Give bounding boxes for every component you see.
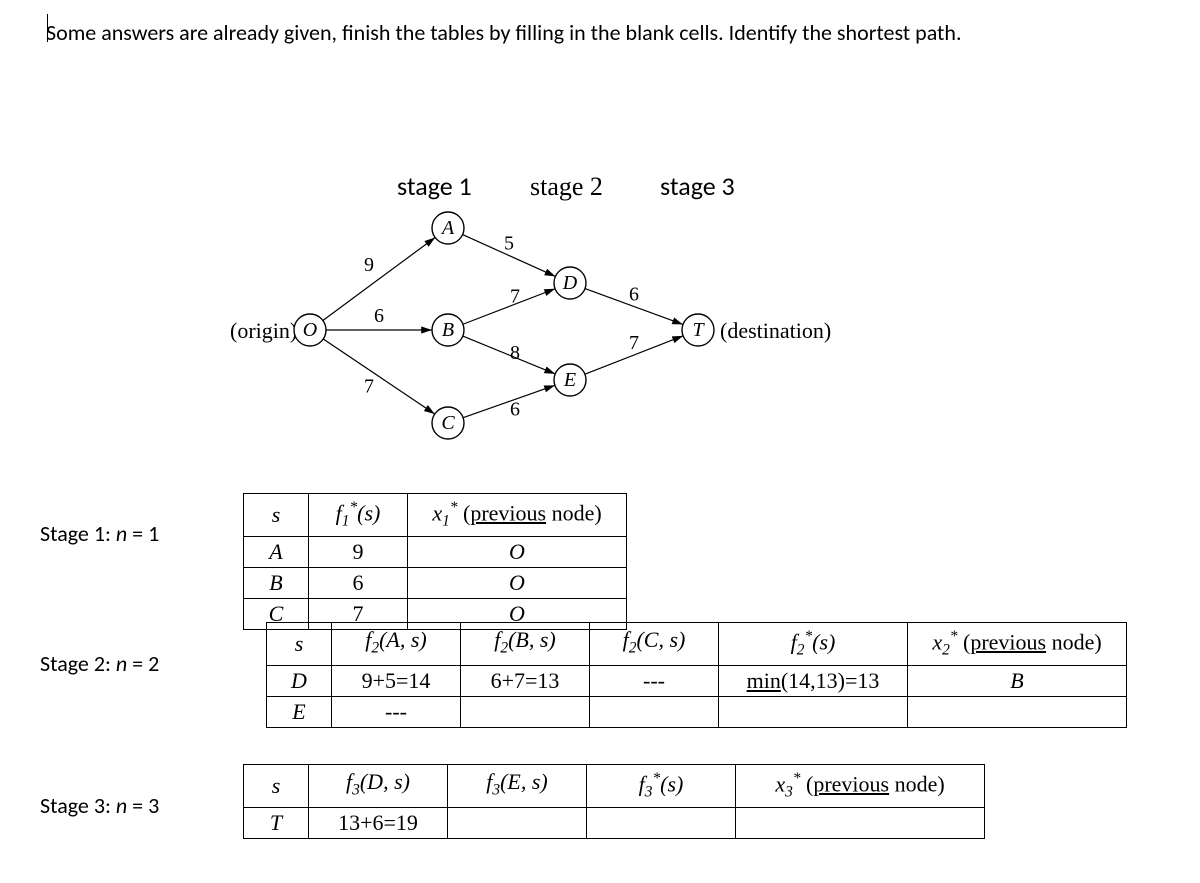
svg-text:6: 6 <box>510 399 520 421</box>
stage1-heading: Stage 1: n = 1 <box>40 520 159 547</box>
svg-text:A: A <box>440 217 455 239</box>
svg-text:9: 9 <box>364 254 374 276</box>
origin-label: (origin) <box>230 318 297 343</box>
stage3-heading: Stage 3: n = 3 <box>40 792 159 819</box>
table-row: B6O <box>244 567 627 598</box>
table-row: s f2(A, s) f2(B, s) f2(C, s) f2*(s) x2* … <box>267 623 1127 666</box>
instruction-text: Some answers are already given, finish t… <box>46 19 962 46</box>
stage2-table: s f2(A, s) f2(B, s) f2(C, s) f2*(s) x2* … <box>266 622 1127 728</box>
svg-text:D: D <box>562 272 578 294</box>
svg-text:C: C <box>441 412 455 434</box>
destination-label: (destination) <box>720 318 831 343</box>
table-row: A9O <box>244 536 627 567</box>
hdr-f: f1*(s) <box>309 494 408 537</box>
table-row: T 13+6=19 <box>244 807 985 838</box>
stage-3-label: stage 3 <box>660 170 735 202</box>
svg-text:6: 6 <box>374 305 384 327</box>
svg-text:8: 8 <box>510 342 520 364</box>
svg-text:T: T <box>692 319 705 341</box>
svg-text:7: 7 <box>510 286 520 308</box>
hdr-s: s <box>244 494 309 537</box>
stage3-table: s f3(D, s) f3(E, s) f3*(s) x3* (previous… <box>243 764 985 839</box>
svg-text:B: B <box>442 319 454 341</box>
edges: 9 6 7 5 7 8 6 6 7 <box>323 233 683 421</box>
svg-text:5: 5 <box>504 233 514 255</box>
table-row: E --- <box>267 696 1127 727</box>
hdr-x: x1* (previous node) <box>408 494 627 537</box>
svg-text:E: E <box>563 369 576 391</box>
svg-text:6: 6 <box>629 284 639 306</box>
table-row: s f3(D, s) f3(E, s) f3*(s) x3* (previous… <box>244 765 985 808</box>
svg-text:7: 7 <box>364 376 374 398</box>
stage1-table: s f1*(s) x1* (previous node) A9O B6O C7O <box>243 493 627 630</box>
shortest-path-diagram: stage 1 stage 2 stage 3 (origin) (destin… <box>230 170 950 470</box>
table-row: D 9+5=14 6+7=13 --- min(14,13)=13 B <box>267 665 1127 696</box>
svg-text:O: O <box>303 319 317 341</box>
stage-1-label: stage 1 <box>397 170 472 202</box>
table-row: s f1*(s) x1* (previous node) <box>244 494 627 537</box>
svg-text:7: 7 <box>629 332 639 354</box>
stage-2-label: stage 2 <box>530 172 603 201</box>
stage2-heading: Stage 2: n = 2 <box>40 650 159 677</box>
